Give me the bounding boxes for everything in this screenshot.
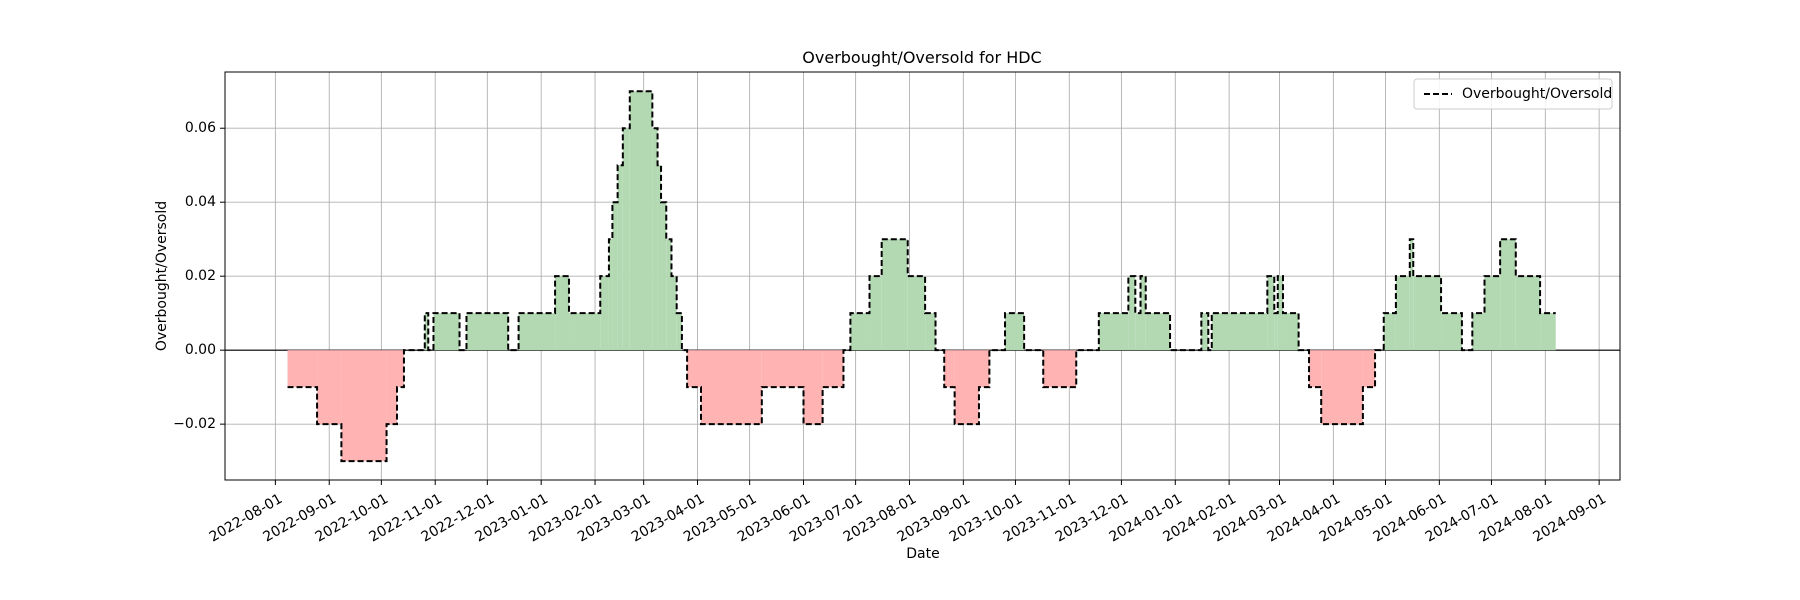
fill-step	[1472, 313, 1485, 351]
fill-step	[341, 350, 387, 462]
fill-step	[954, 350, 979, 425]
fill-step	[1441, 313, 1462, 351]
y-tick-label: 0.04	[185, 194, 216, 210]
y-tick-label: −0.02	[173, 416, 216, 432]
x-axis-label: Date	[906, 546, 939, 562]
fill-step	[396, 350, 404, 388]
fill-step	[1211, 313, 1268, 351]
fill-step	[1409, 239, 1414, 351]
fill-step	[1128, 276, 1136, 351]
fill-step	[617, 165, 623, 351]
y-tick-label: 0.06	[185, 120, 216, 136]
fill-step	[1515, 276, 1541, 351]
legend-label: Overbought/Oversold	[1462, 86, 1612, 102]
y-tick-label: 0.00	[185, 342, 216, 358]
fill-step	[869, 276, 882, 351]
fill-step	[608, 239, 613, 351]
fill-step	[466, 313, 509, 351]
fill-step	[1135, 313, 1141, 351]
fill-step	[1098, 313, 1129, 351]
y-axis-label: Overbought/Oversold	[154, 201, 170, 351]
fill-step	[1500, 239, 1516, 351]
fill-step	[822, 350, 844, 388]
fill-step	[1201, 313, 1209, 351]
fill-step	[1267, 276, 1275, 351]
fill-step	[850, 313, 870, 351]
fill-step	[1484, 276, 1501, 351]
fill-step	[1282, 313, 1299, 351]
fill-step	[287, 350, 318, 388]
fill-step	[1309, 350, 1322, 388]
fill-step	[761, 350, 804, 388]
fill-step	[652, 128, 658, 351]
fill-step	[386, 350, 397, 425]
fill-step	[424, 313, 429, 351]
fill-step	[1395, 276, 1410, 351]
fill-step	[666, 239, 672, 351]
fill-step	[1043, 350, 1077, 388]
fill-step	[676, 313, 682, 351]
fill-step	[1413, 276, 1442, 351]
fill-step	[1274, 313, 1278, 351]
fill-step	[600, 276, 609, 351]
fill-step	[1383, 313, 1396, 351]
fill-step	[657, 165, 662, 351]
fill-step	[944, 350, 955, 388]
legend-box	[1413, 78, 1613, 110]
chart-title: Overbought/Oversold for HDC	[802, 48, 1041, 67]
line	[287, 90, 1556, 463]
fill-step	[629, 91, 653, 351]
fill-step	[661, 202, 667, 351]
fill-step	[1140, 276, 1146, 351]
legend: Overbought/Oversold	[1413, 78, 1613, 110]
fill-step	[1540, 313, 1556, 351]
fill-step	[687, 350, 702, 388]
fill-step	[881, 239, 908, 351]
fill-step	[568, 313, 601, 351]
fill-step	[925, 313, 936, 351]
fill-step	[1005, 313, 1025, 351]
fill-step	[1145, 313, 1171, 351]
fill-step	[612, 202, 618, 351]
fill-step	[671, 276, 677, 351]
fill-step	[317, 350, 342, 425]
fill-step	[1277, 276, 1283, 351]
fill-step	[1321, 350, 1363, 425]
fill-step	[433, 313, 460, 351]
fill-step	[978, 350, 990, 388]
plot-frame	[224, 71, 1621, 481]
fill-step	[1362, 350, 1376, 388]
fill-step	[518, 313, 556, 351]
fill-step	[622, 128, 630, 351]
fill-step	[555, 276, 569, 351]
fill-step	[701, 350, 762, 425]
fill-step	[907, 276, 926, 351]
y-tick-label: 0.02	[185, 268, 216, 284]
fill-step	[803, 350, 823, 425]
